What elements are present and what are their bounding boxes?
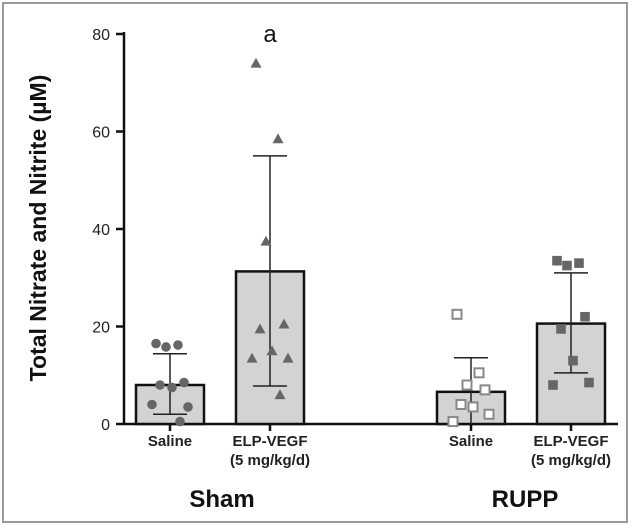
chart-labels: Saline a ELP-VEGF (5 mg/kg/d) Saline ELP-VEGF… bbox=[148, 21, 611, 513]
y-tick-label: 20 bbox=[92, 320, 110, 337]
data-point bbox=[250, 57, 262, 68]
data-point bbox=[175, 416, 185, 427]
chart-axes: 0 20 40 60 80 bbox=[92, 27, 618, 434]
category-label: ELP-VEGF bbox=[533, 433, 608, 450]
group-label: Sham bbox=[189, 486, 254, 513]
data-point bbox=[282, 352, 294, 363]
y-tick-label: 80 bbox=[92, 27, 110, 44]
data-point bbox=[155, 380, 165, 390]
data-point bbox=[455, 399, 467, 410]
figure-frame bbox=[2, 2, 628, 523]
y-tick-label: 40 bbox=[92, 222, 110, 239]
y-tick-label: 60 bbox=[92, 125, 110, 142]
category-sublabel: (5 mg/kg/d) bbox=[230, 452, 310, 469]
y-tick-label: 0 bbox=[101, 417, 110, 434]
data-point bbox=[483, 408, 495, 420]
data-point bbox=[568, 355, 578, 366]
data-point bbox=[451, 308, 463, 320]
category-label: Saline bbox=[449, 433, 493, 450]
data-point bbox=[167, 382, 177, 393]
data-point bbox=[274, 389, 286, 400]
data-point bbox=[552, 255, 562, 266]
data-point bbox=[574, 258, 584, 268]
data-point bbox=[260, 235, 272, 246]
data-point bbox=[548, 380, 558, 390]
data-point bbox=[278, 318, 290, 329]
data-point bbox=[266, 345, 278, 356]
data-point bbox=[447, 416, 459, 428]
significance-annotation: a bbox=[263, 21, 277, 48]
data-point bbox=[467, 401, 479, 413]
category-label: ELP-VEGF bbox=[232, 433, 307, 450]
group-label: RUPP bbox=[492, 486, 559, 513]
chart-bars bbox=[134, 270, 607, 426]
data-point bbox=[254, 323, 266, 334]
y-axis-label: Total Nitrate and Nitrite (µM) bbox=[25, 75, 51, 382]
data-point bbox=[479, 384, 491, 396]
data-point bbox=[461, 379, 473, 391]
data-point bbox=[183, 402, 193, 412]
chart-error-bars bbox=[153, 155, 588, 424]
chart-data-points bbox=[147, 57, 594, 428]
data-point bbox=[580, 311, 590, 322]
data-point bbox=[179, 377, 189, 388]
data-point bbox=[161, 342, 171, 352]
data-point bbox=[272, 133, 284, 144]
data-point bbox=[556, 324, 566, 334]
data-point bbox=[147, 399, 157, 410]
data-point bbox=[246, 352, 258, 363]
data-point bbox=[562, 260, 572, 271]
category-label: Saline bbox=[148, 433, 192, 450]
data-point bbox=[473, 367, 485, 379]
category-sublabel: (5 mg/kg/d) bbox=[531, 452, 611, 469]
data-point bbox=[173, 340, 183, 350]
data-point bbox=[151, 338, 161, 349]
data-point bbox=[584, 377, 594, 388]
